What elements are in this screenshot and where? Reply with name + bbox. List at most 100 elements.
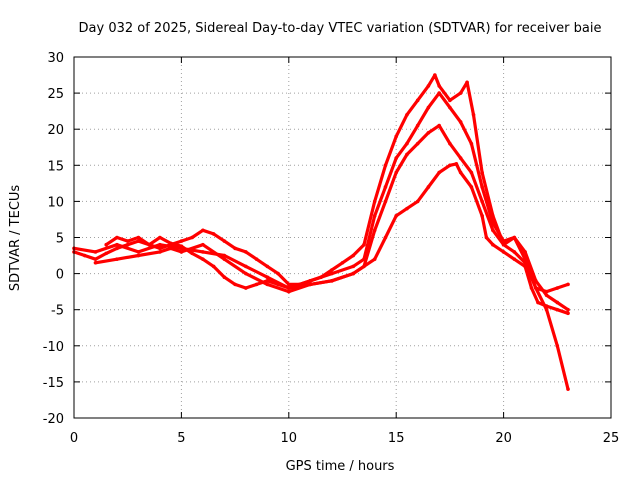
data-point	[426, 84, 431, 88]
data-point	[125, 242, 130, 247]
x-tick-label: 10	[281, 431, 298, 446]
data-point	[190, 235, 194, 240]
data-point	[372, 214, 377, 218]
data-point	[104, 242, 109, 247]
data-point	[469, 170, 474, 175]
data-point	[544, 289, 549, 294]
data-point	[465, 80, 469, 85]
data-point	[437, 170, 441, 175]
data-point	[340, 260, 345, 265]
y-tick-label: -20	[43, 412, 64, 427]
data-point	[158, 250, 162, 254]
data-point	[529, 286, 534, 290]
data-point	[244, 271, 248, 276]
data-point	[544, 307, 549, 312]
data-point	[265, 264, 270, 269]
data-point	[566, 282, 570, 287]
data-point	[405, 152, 409, 157]
data-point	[458, 91, 463, 95]
data-point	[125, 239, 130, 243]
data-point	[566, 307, 570, 312]
data-point	[555, 286, 560, 290]
data-point	[93, 260, 98, 265]
data-point	[233, 282, 237, 287]
grid	[74, 57, 611, 418]
tick-labels: 0 5 10 15 20 25 30 25 20 15 10 5 0 -5 -10 -15 -20	[43, 51, 620, 446]
data-point	[448, 141, 452, 146]
data-point	[147, 242, 151, 247]
data-point	[555, 344, 560, 348]
data-point	[512, 235, 517, 240]
data-point	[265, 275, 270, 280]
data-point	[394, 214, 399, 218]
data-point	[287, 289, 291, 294]
data-point	[372, 257, 377, 261]
data-point	[469, 141, 474, 146]
data-point	[115, 235, 119, 240]
data-point	[190, 251, 194, 256]
data-point	[415, 123, 420, 128]
data-point	[383, 235, 388, 240]
data-point	[523, 260, 527, 265]
data-point	[383, 199, 388, 204]
data-point	[480, 199, 484, 204]
data-point	[405, 206, 409, 211]
data-point	[222, 239, 227, 243]
y-tick-label: 5	[56, 232, 64, 247]
data-point	[211, 232, 216, 236]
data-point	[405, 141, 409, 146]
data-point	[566, 311, 570, 316]
data-point	[372, 199, 377, 204]
data-point	[351, 253, 356, 258]
data-point	[555, 300, 560, 305]
y-tick-label: 30	[47, 51, 64, 66]
data-point	[458, 120, 463, 124]
y-tick-label: 15	[47, 159, 64, 174]
data-point	[394, 134, 399, 139]
y-tick-label: 10	[47, 195, 64, 210]
data-point	[222, 275, 227, 280]
data-point	[179, 239, 184, 243]
data-point	[523, 264, 527, 269]
data-point	[244, 250, 248, 254]
data-point	[480, 214, 484, 218]
data-point	[351, 264, 356, 269]
x-tick-label: 20	[495, 431, 512, 446]
x-tick-label: 15	[388, 431, 405, 446]
data-point	[329, 271, 334, 276]
data-point	[426, 185, 431, 189]
data-point	[437, 84, 441, 88]
data-point	[471, 112, 476, 117]
data-point	[454, 162, 459, 166]
data-point	[448, 105, 452, 110]
data-point	[222, 253, 227, 258]
data-point	[329, 268, 334, 272]
data-point	[415, 141, 420, 146]
data-point	[394, 156, 399, 160]
data-point	[308, 279, 313, 283]
y-tick-label: -15	[43, 376, 64, 391]
data-point	[383, 163, 388, 168]
data-point	[179, 244, 184, 248]
data-point	[329, 279, 334, 283]
data-point	[566, 387, 570, 391]
data-point	[491, 242, 495, 247]
data-point	[136, 235, 141, 240]
data-point	[501, 242, 506, 247]
data-point	[437, 123, 441, 128]
y-tick-label: -5	[51, 304, 64, 319]
data-point	[426, 105, 431, 110]
data-point	[458, 156, 463, 160]
data-point	[534, 286, 538, 290]
data-point	[201, 242, 205, 247]
y-tick-label: 0	[56, 268, 64, 283]
data-point	[555, 307, 560, 312]
data-point	[383, 185, 388, 189]
data-point	[168, 246, 173, 251]
data-point	[276, 271, 280, 276]
data-point	[512, 250, 517, 254]
data-point	[287, 286, 291, 290]
y-tick-label: 20	[47, 123, 64, 138]
